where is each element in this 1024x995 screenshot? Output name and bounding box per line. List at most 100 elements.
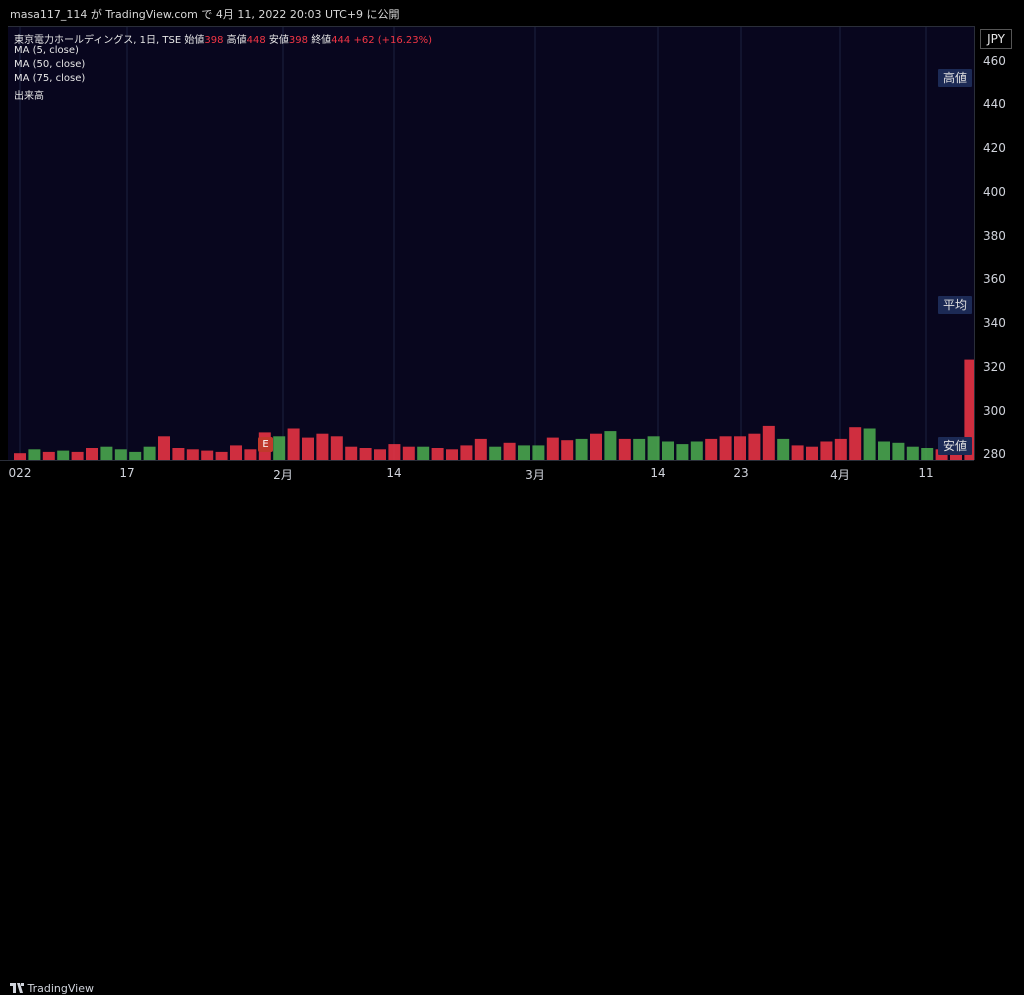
volume-bar: [892, 442, 905, 461]
volume-bar: [489, 446, 502, 461]
volume-bar: [388, 444, 401, 461]
volume-bar: [734, 436, 746, 461]
volume-bar: [647, 436, 660, 461]
volume-bar: [345, 446, 358, 461]
y-tick: 340: [983, 316, 1006, 330]
price-chart[interactable]: [8, 27, 974, 461]
volume-bar: [57, 450, 70, 461]
price-axis[interactable]: 460 440 420 400 380 360 340 320 300 280: [974, 26, 1024, 461]
volume-bar: [129, 451, 142, 461]
volume-bar: [863, 428, 876, 461]
legend-low-label: 安値: [268, 35, 289, 46]
legend-ma50[interactable]: MA (50, close): [14, 59, 86, 70]
volume-bar: [402, 446, 415, 461]
volume-bar: [532, 445, 545, 461]
y-tick: 400: [983, 185, 1006, 199]
volume-bar: [806, 446, 818, 461]
x-tick: 4月: [830, 468, 850, 482]
volume-bar: [287, 428, 300, 461]
volume-bar: [158, 436, 170, 461]
volume-bar: [86, 448, 98, 461]
x-tick: 2月: [273, 468, 293, 482]
volume-bar: [604, 431, 617, 461]
legend-close-value: 444: [331, 35, 351, 46]
volume-bar: [719, 436, 732, 461]
volume-bar: [215, 451, 228, 461]
time-axis[interactable]: [0, 460, 974, 487]
volume-bar: [676, 444, 689, 461]
publish-text: masa117_114 が TradingView.com で 4月 11, 2…: [10, 8, 400, 21]
legend-high-label: 高値: [226, 35, 247, 46]
volume-bar: [446, 449, 458, 461]
y-tick: 420: [983, 141, 1006, 155]
legend-symbol-row: 東京電力ホールディングス, 1日, TSE 始値398 高値448 安値398 …: [14, 31, 432, 46]
volume-bar: [143, 446, 156, 461]
y-tick: 280: [983, 447, 1006, 461]
y-tick: 360: [983, 272, 1006, 286]
x-tick: 23: [733, 466, 749, 480]
y-tick: 440: [983, 97, 1006, 111]
y-tick: 460: [983, 54, 1006, 68]
volume-bar: [316, 433, 329, 461]
legend-close-label: 終値: [311, 35, 332, 46]
publish-bar: masa117_114 が TradingView.com で 4月 11, 2…: [0, 0, 1024, 26]
volume-bar: [921, 448, 934, 461]
volume-bar: [906, 446, 919, 461]
volume-bar: [302, 437, 314, 461]
plot-area[interactable]: [8, 26, 974, 461]
x-tick: 11: [918, 466, 934, 480]
volume-bar: [561, 440, 574, 461]
volume-bar: [273, 436, 286, 461]
y-tick: 380: [983, 229, 1006, 243]
earnings-marker[interactable]: E: [258, 437, 273, 452]
volume-bar: [705, 438, 718, 461]
volume-bar: [503, 442, 516, 461]
volume-bar: [762, 425, 775, 461]
legend-low-value: 398: [288, 35, 308, 46]
volume-bar: [590, 433, 602, 461]
average-price-tag: 平均: [938, 296, 972, 314]
x-tick: 3月: [525, 468, 545, 482]
volume-bar: [690, 441, 703, 461]
currency-button[interactable]: JPY: [980, 29, 1012, 49]
volume-bar: [14, 453, 26, 461]
x-tick: 022: [8, 466, 32, 480]
legend-change: +62 (+16.23%): [353, 35, 433, 46]
legend-high-value: 448: [246, 35, 266, 46]
volume-bar: [114, 449, 127, 461]
volume-bar: [431, 448, 444, 461]
volume-bar: [791, 445, 804, 461]
volume-bar: [575, 438, 588, 461]
volume-bar: [518, 445, 530, 461]
y-tick: 300: [983, 404, 1006, 418]
volume-bar: [330, 436, 343, 461]
volume-bar: [849, 427, 862, 461]
volume-bar: [42, 451, 55, 461]
high-price-tag: 高値: [938, 69, 972, 87]
volume-bar: [546, 437, 559, 461]
volume-bar: [820, 441, 833, 461]
volume-bar: [748, 433, 761, 461]
legend-ma5[interactable]: MA (5, close): [14, 45, 79, 56]
volume-bar: [878, 441, 890, 461]
volume-bar: [834, 438, 847, 461]
volume-bar: [633, 438, 646, 461]
legend-ma75[interactable]: MA (75, close): [14, 73, 86, 84]
tradingview-logo-icon: [10, 983, 24, 993]
volume-bar: [359, 448, 372, 461]
x-tick: 14: [386, 466, 402, 480]
volume-bar: [172, 448, 185, 461]
legend-symbol: 東京電力ホールディングス, 1日, TSE: [14, 35, 182, 46]
tradingview-logo[interactable]: TradingView: [10, 982, 94, 995]
volume-bar: [71, 451, 84, 461]
volume-bar: [417, 446, 430, 461]
x-tick: 17: [119, 466, 135, 480]
legend-volume[interactable]: 出来高: [14, 91, 44, 102]
volume-bar: [935, 449, 948, 461]
volume-bar: [100, 446, 113, 461]
tradingview-brand: TradingView: [27, 982, 94, 995]
volume-bar: [201, 450, 214, 461]
volume-bar: [230, 445, 242, 461]
volume-bar: [460, 445, 473, 461]
